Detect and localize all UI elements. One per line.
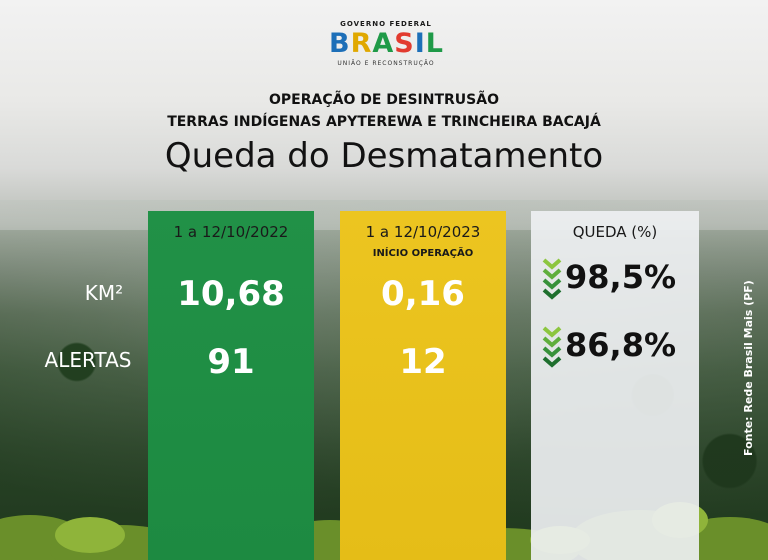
logo-letter: R	[350, 28, 372, 59]
value-2023-km2: 0,16	[381, 274, 465, 314]
column-2022: 1 a 12/10/2022 10,68 91	[148, 211, 314, 560]
logo-top-line: GOVERNO FEDERAL	[340, 20, 432, 28]
logo-letter: B	[329, 28, 350, 59]
column-2022-header: 1 a 12/10/2022	[173, 223, 289, 241]
brasil-government-logo: GOVERNO FEDERAL B R A S I L UNIÃO E RECO…	[329, 20, 443, 67]
territory-heading: TERRAS INDÍGENAS APYTEREWA E TRINCHEIRA …	[167, 114, 601, 130]
chevrons-down-icon	[542, 258, 562, 300]
source-credit: Fonte: Rede Brasil Mais (PF)	[742, 280, 755, 456]
logo-letter: L	[425, 28, 444, 59]
drop-alerts: 86,8%	[541, 324, 691, 368]
page-title: Queda do Desmatamento	[164, 136, 604, 176]
logo-bottom-line: UNIÃO E RECONSTRUÇÃO	[337, 60, 435, 67]
logo-letter: S	[394, 28, 414, 59]
logo-letter: A	[372, 28, 394, 59]
column-drop-header: QUEDA (%)	[572, 223, 658, 241]
column-2023-subheader: INÍCIO OPERAÇÃO	[372, 248, 474, 259]
logo-letter: I	[414, 28, 425, 59]
value-2022-km2: 10,68	[177, 274, 285, 314]
drop-km2: 98,5%	[541, 256, 691, 300]
operation-heading: OPERAÇÃO DE DESINTRUSÃO	[269, 92, 499, 108]
value-2022-alerts: 91	[207, 342, 255, 382]
value-drop-km2: 98,5%	[565, 258, 677, 296]
value-2023-alerts: 12	[399, 342, 447, 382]
logo-wordmark: B R A S I L	[329, 28, 443, 59]
value-drop-alerts: 86,8%	[565, 326, 677, 364]
row-label-km2: KM²	[84, 281, 124, 305]
chevrons-down-icon	[542, 326, 562, 368]
column-2023: 1 a 12/10/2023 INÍCIO OPERAÇÃO 0,16 12	[340, 211, 506, 560]
row-label-alerts: ALERTAS	[44, 348, 132, 372]
column-2023-header: 1 a 12/10/2023	[365, 223, 481, 241]
